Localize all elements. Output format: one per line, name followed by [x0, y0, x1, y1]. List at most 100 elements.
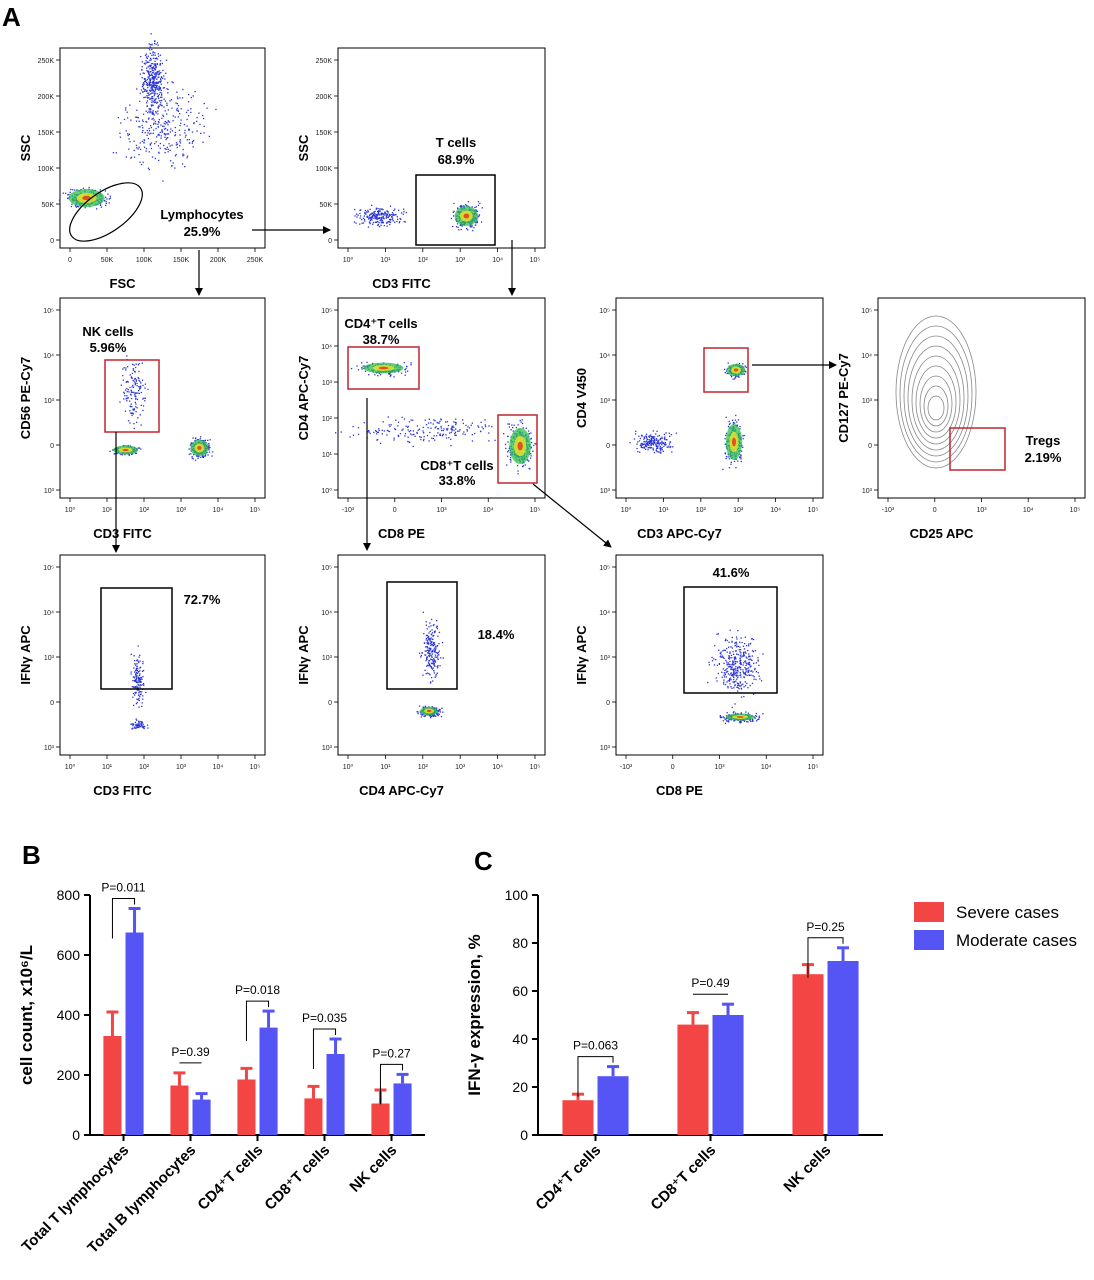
- event-dot: [127, 366, 129, 368]
- panel-letter-c: C: [474, 846, 493, 876]
- event-dot: [659, 438, 661, 441]
- event-dot: [431, 655, 433, 657]
- event-dot: [440, 427, 442, 429]
- event-dot: [734, 672, 736, 674]
- event-dot: [211, 455, 213, 457]
- event-dot: [357, 427, 360, 429]
- event-dot: [430, 658, 432, 660]
- event-dot: [150, 84, 153, 86]
- event-dot: [135, 397, 137, 399]
- event-dot: [735, 650, 737, 652]
- event-dot: [190, 108, 192, 110]
- event-dot: [147, 137, 149, 140]
- event-dot: [184, 129, 186, 132]
- event-dot: [138, 722, 140, 724]
- event-dot: [456, 430, 459, 432]
- event-dot: [77, 206, 80, 208]
- event-dot: [171, 81, 173, 83]
- event-dot: [425, 673, 427, 675]
- event-dot: [421, 652, 423, 654]
- event-dot: [446, 421, 449, 423]
- event-dot: [104, 190, 107, 192]
- event-dot: [196, 120, 198, 122]
- event-dot: [707, 681, 709, 684]
- bar-severe: [677, 1024, 709, 1135]
- event-dot: [752, 651, 755, 653]
- event-dot: [159, 72, 161, 74]
- event-dot: [392, 218, 394, 220]
- event-dot: [153, 123, 155, 125]
- event-dot: [161, 96, 163, 98]
- event-dot: [153, 114, 155, 116]
- event-dot: [146, 70, 148, 72]
- event-dot: [171, 144, 173, 146]
- event-dot: [433, 662, 435, 664]
- event-dot: [434, 660, 437, 662]
- density-peak: [736, 716, 744, 718]
- event-dot: [506, 464, 508, 466]
- event-dot: [58, 199, 61, 201]
- gate-lymphocytes: [69, 182, 143, 242]
- event-dot: [512, 430, 514, 432]
- event-dot: [429, 647, 432, 650]
- event-dot: [724, 718, 726, 721]
- event-dot: [425, 637, 428, 640]
- event-dot: [132, 363, 134, 365]
- event-dot: [666, 446, 668, 448]
- x-tick-label: 10³: [714, 764, 725, 771]
- gate-value-ifn-cd8: 41.6%: [713, 565, 750, 580]
- event-dot: [74, 205, 77, 207]
- event-dot: [179, 124, 181, 127]
- event-dot: [368, 218, 370, 220]
- event-dot: [370, 218, 372, 220]
- event-dot: [131, 372, 134, 375]
- event-dot: [145, 110, 147, 112]
- event-dot: [718, 663, 720, 665]
- event-dot: [726, 681, 728, 683]
- event-dot: [666, 439, 668, 441]
- event-dot: [158, 73, 160, 75]
- event-dot: [151, 101, 153, 104]
- event-dot: [643, 441, 645, 443]
- event-dot: [729, 666, 731, 668]
- event-dot: [512, 427, 514, 429]
- x-axis-label: CD3 FITC: [372, 276, 431, 291]
- event-dot: [196, 455, 198, 457]
- event-dot: [367, 215, 369, 218]
- event-dot: [720, 653, 722, 655]
- x-tick-label: 10²: [418, 257, 429, 264]
- event-dot: [392, 214, 394, 216]
- event-dot: [743, 696, 745, 698]
- event-dot: [136, 723, 139, 725]
- event-dot: [507, 435, 509, 438]
- event-dot: [423, 435, 425, 438]
- event-dot: [748, 661, 750, 664]
- event-dot: [429, 663, 431, 665]
- event-dot: [143, 397, 145, 399]
- event-dot: [99, 203, 102, 205]
- event-dot: [725, 717, 728, 720]
- event-dot: [126, 391, 128, 393]
- event-dot: [108, 198, 110, 200]
- event-dot: [192, 146, 194, 148]
- event-dot: [422, 439, 425, 442]
- event-dot: [335, 432, 337, 434]
- event-dot: [130, 673, 132, 675]
- gate-value-nk: 5.96%: [90, 340, 127, 355]
- event-dot: [201, 456, 204, 458]
- event-dot: [148, 151, 150, 153]
- event-dot: [729, 422, 731, 425]
- event-dot: [392, 213, 394, 215]
- event-dot: [738, 376, 740, 378]
- event-dot: [669, 446, 671, 449]
- event-dot: [745, 366, 747, 368]
- event-dot: [209, 439, 211, 441]
- event-dot: [734, 642, 736, 644]
- event-dot: [740, 676, 742, 678]
- event-dot: [386, 221, 388, 224]
- event-dot: [640, 445, 642, 448]
- event-dot: [724, 672, 726, 674]
- event-dot: [434, 676, 436, 678]
- event-dot: [645, 433, 648, 435]
- event-dot: [390, 424, 392, 426]
